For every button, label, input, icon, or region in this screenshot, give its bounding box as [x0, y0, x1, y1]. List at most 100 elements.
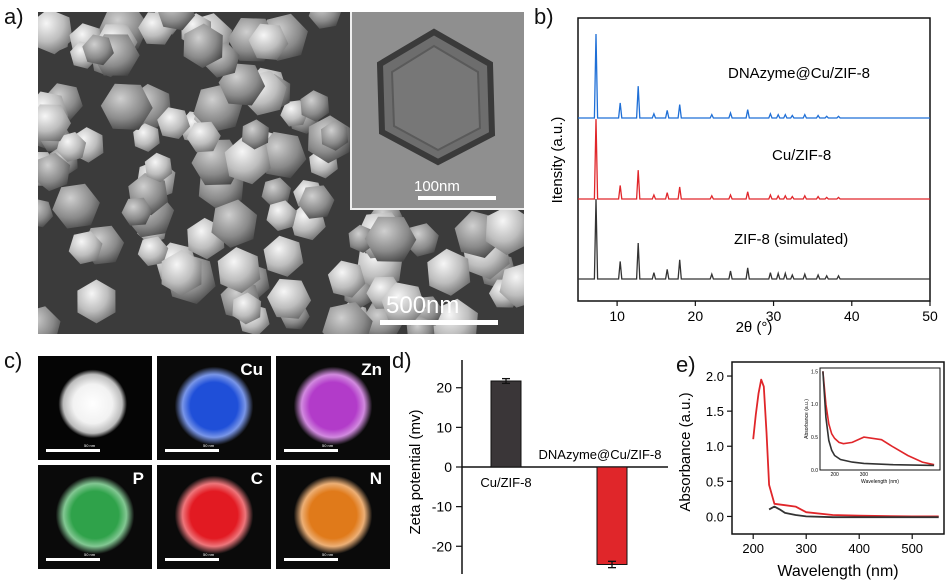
sem-particle [348, 224, 375, 253]
sem-particle [56, 132, 87, 162]
tem-inset: 100nm [350, 12, 524, 210]
sem-particle [158, 12, 195, 31]
xrd-series-1 [578, 118, 930, 200]
zeta-chart: -20 -10 0 10 20 Cu/ZIF-8 DNAzyme@Cu/ZIF-8 Zet… [400, 352, 672, 580]
eds-scale-bar [165, 558, 219, 561]
uv-ytick-label: 1.0 [706, 439, 724, 454]
uv-ytick-label: 0.5 [706, 474, 724, 489]
eds-scale-bar [46, 449, 100, 452]
sem-particle [211, 199, 258, 248]
xrd-series-label-2: ZIF-8 (simulated) [734, 231, 848, 248]
panel-label-b: b) [534, 4, 554, 29]
sem-particle [68, 231, 103, 265]
xrd-xtick-label: 20 [688, 308, 704, 324]
sem-particle [232, 292, 262, 325]
eds-mapping-grid: 50 nm Cu 50 nm Zn 50 nm P 50 nm C 50 nm N 50 nm [38, 356, 390, 574]
sem-particle [364, 216, 417, 262]
eds-element-label: C [250, 469, 263, 488]
sem-particle [308, 12, 342, 29]
uv-inset-frame [819, 367, 941, 471]
panel-label-e: e) [676, 352, 696, 377]
eds-tile-cu: Cu 50 nm [157, 356, 271, 460]
sem-particle [300, 90, 330, 122]
sem-particle [121, 197, 153, 226]
sem-particle [298, 185, 335, 219]
xrd-xlabel: 2θ (°) [736, 319, 773, 336]
xrd-xtick-label: 30 [766, 308, 782, 324]
uv-ytick-label: 2.0 [706, 369, 724, 384]
xrd-xtick-label: 50 [922, 308, 938, 324]
sem-particle [137, 236, 169, 266]
uv-inset-xtick-label: 200 [830, 472, 839, 478]
sem-particle [267, 278, 312, 319]
eds-scale-bar [284, 449, 338, 452]
eds-element-label: P [132, 469, 144, 488]
sem-particle [38, 306, 61, 334]
uv-inset-ytick-label: 1.5 [811, 369, 818, 375]
sem-particle [263, 235, 304, 277]
eds-tile-n: N 50 nm [276, 465, 390, 569]
sem-micrograph [38, 12, 524, 334]
uv-inset-xlabel: Wavelength (nm) [861, 479, 899, 485]
eds-scale-bar [165, 449, 219, 452]
zeta-ytick-label: 0 [444, 459, 452, 475]
zeta-ytick-label: 10 [436, 419, 452, 435]
sem-particle [82, 34, 114, 66]
eds-scale-text: 50 nm [322, 552, 334, 557]
xrd-series-label-1: Cu/ZIF-8 [772, 147, 831, 164]
sem-particle [217, 247, 261, 294]
zeta-bar-1 [596, 466, 628, 565]
uv-inset-ytick-label: 1.0 [811, 402, 818, 408]
sem-particle [224, 136, 271, 185]
xrd-xtick-label: 10 [609, 308, 625, 324]
uv-inset-ylabel: Absorbance (a.u.) [804, 399, 810, 439]
eds-element-label: N [369, 469, 382, 488]
xrd-ylabel: Itensity (a.u.) [549, 117, 566, 204]
uv-inset-ytick-label: 0.0 [811, 468, 818, 474]
sem-particle [161, 249, 202, 296]
zeta-ytick-label: 20 [436, 380, 452, 396]
zeta-category-label-0: Cu/ZIF-8 [480, 475, 531, 490]
sem-particle [485, 204, 524, 256]
sem-particle [405, 223, 439, 257]
uv-series-1 [768, 505, 939, 519]
sem-image: 100nm 500nm [38, 12, 524, 334]
sem-particle [77, 279, 116, 324]
sem-particle [266, 200, 297, 231]
xrd-xtick-label: 40 [844, 308, 860, 324]
sem-particle [261, 177, 292, 208]
zeta-ytick-label: -20 [432, 538, 452, 554]
zeta-ylabel: Zeta potential (mv) [407, 409, 424, 534]
eds-scale-bar [46, 558, 100, 561]
xrd-chart: 10 20 30 40 50 DNAzyme@Cu/ZIF-8 Cu/ZIF-8 ZIF-8… [540, 12, 952, 348]
uv-xlabel: Wavelength (nm) [777, 563, 898, 580]
zeta-plot: -20 -10 0 10 20 Cu/ZIF-8 DNAzyme@Cu/ZIF-8 Zet… [407, 360, 668, 574]
eds-scale-text: 50 nm [203, 552, 215, 557]
eds-scale-bar [284, 558, 338, 561]
sem-particle [52, 183, 100, 229]
zeta-category-label-1: DNAzyme@Cu/ZIF-8 [539, 447, 662, 462]
sem-particle [133, 123, 160, 152]
eds-tile-zn: Zn 50 nm [276, 356, 390, 460]
sem-particle [38, 12, 73, 55]
zeta-ytick-label: -10 [432, 499, 452, 515]
eds-element-label: Zn [361, 360, 382, 379]
sem-particle [381, 282, 426, 326]
uv-plot: 200 300 400 500 0.0 0.5 1.0 1.5 2.0 200 300 0.0 0.5… [677, 361, 945, 580]
eds-element-label: Cu [240, 360, 263, 379]
eds-tile-c: C 50 nm [157, 465, 271, 569]
sem-particle [100, 83, 153, 130]
eds-scale-text: 50 nm [84, 552, 96, 557]
sem-particle [38, 199, 54, 228]
xrd-series-0 [578, 33, 930, 119]
panel-label-a: a) [4, 4, 24, 29]
tem-hexagon-image [352, 12, 524, 208]
sem-particle [327, 260, 366, 298]
eds-tile-p: P 50 nm [38, 465, 152, 569]
uv-ylabel: Absorbance (a.u.) [677, 392, 694, 511]
eds-tile-haadf: 50 nm [38, 356, 152, 460]
main-scale-bar [380, 320, 498, 325]
uv-inset-series-1 [822, 371, 935, 467]
sem-particle [499, 263, 524, 308]
sem-particle [321, 120, 349, 151]
